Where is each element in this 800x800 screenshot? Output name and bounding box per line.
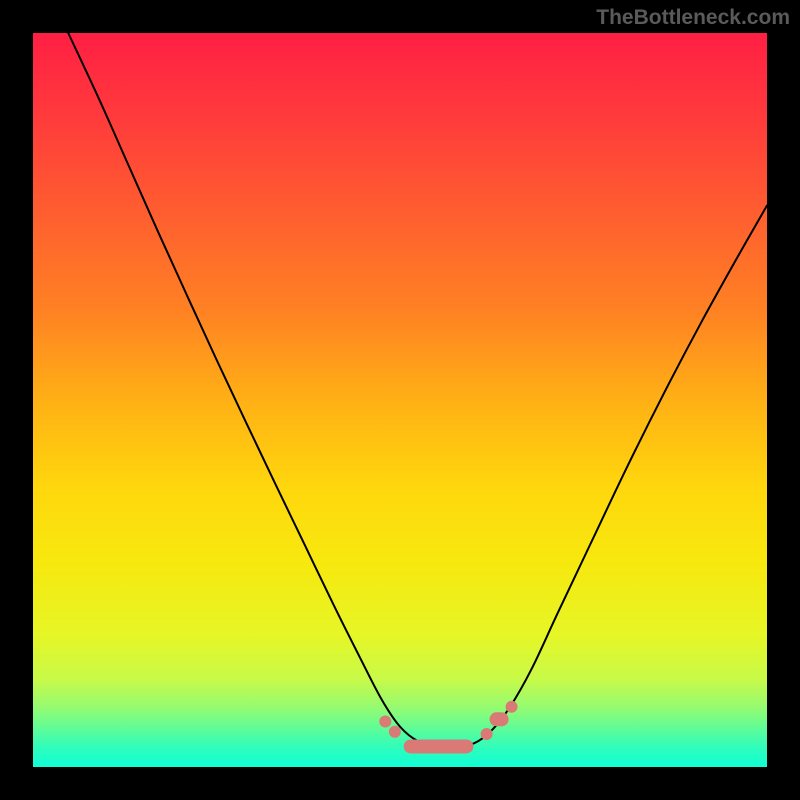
chart-container: TheBottleneck.com	[0, 0, 800, 800]
watermark-text: TheBottleneck.com	[596, 6, 790, 30]
highlight-dot	[379, 715, 391, 727]
highlight-band	[490, 712, 509, 726]
highlight-band	[404, 739, 474, 753]
chart-plot-area	[33, 33, 767, 767]
heatmap-gradient-background	[33, 33, 767, 767]
highlight-dot	[481, 728, 493, 740]
highlight-dot	[389, 726, 401, 738]
highlight-dot	[506, 701, 518, 713]
